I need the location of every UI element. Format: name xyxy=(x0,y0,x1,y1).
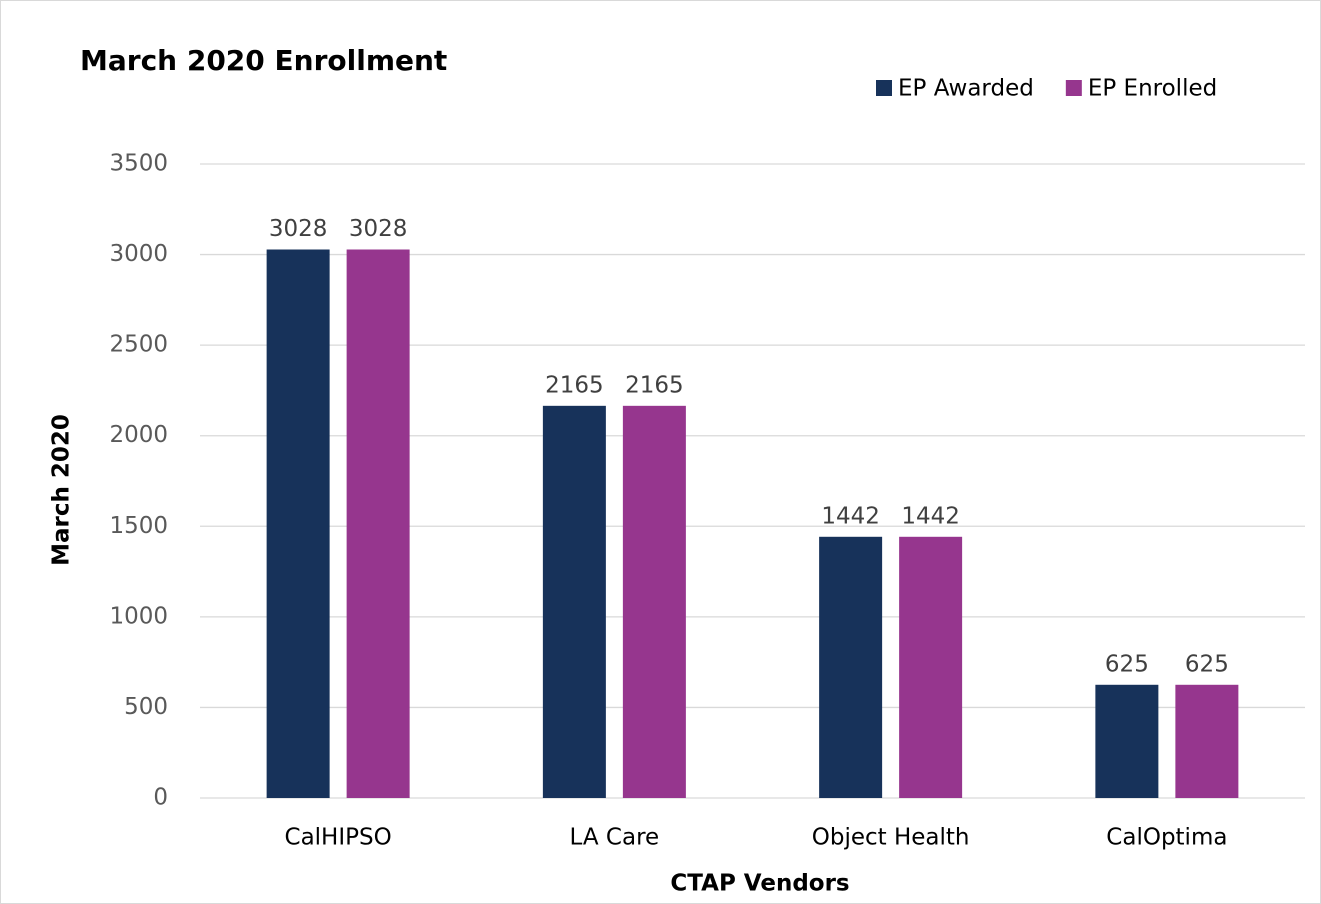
x-axis-label: CTAP Vendors xyxy=(670,871,849,897)
y-tick-label: 1000 xyxy=(109,603,168,629)
bar xyxy=(346,249,410,798)
chart-title: March 2020 Enrollment xyxy=(80,44,447,77)
x-tick-label: LA Care xyxy=(570,825,660,851)
x-tick-label: CalOptima xyxy=(1106,825,1227,851)
data-label: 2165 xyxy=(625,372,684,398)
data-label: 2165 xyxy=(545,372,604,398)
y-tick-label: 0 xyxy=(153,785,168,811)
data-label: 625 xyxy=(1105,651,1149,677)
y-tick-label: 3000 xyxy=(109,241,168,267)
legend-label: EP Enrolled xyxy=(1088,76,1217,102)
legend-label: EP Awarded xyxy=(898,76,1034,102)
data-label: 3028 xyxy=(349,216,408,242)
y-axis-label: March 2020 xyxy=(49,414,75,566)
bar xyxy=(622,405,686,798)
bar xyxy=(542,405,606,798)
y-tick-label: 2500 xyxy=(109,332,168,358)
bar xyxy=(1175,684,1239,798)
data-label: 3028 xyxy=(269,216,328,242)
bar xyxy=(266,249,330,798)
bar xyxy=(1095,684,1159,798)
data-label: 1442 xyxy=(901,503,960,529)
y-tick-label: 1500 xyxy=(109,513,168,539)
y-tick-label: 500 xyxy=(124,694,168,720)
x-tick-label: CalHIPSO xyxy=(285,825,392,851)
data-label: 1442 xyxy=(821,503,880,529)
bar xyxy=(899,536,963,798)
legend-swatch xyxy=(1065,80,1082,96)
data-label: 625 xyxy=(1185,651,1229,677)
x-tick-label: Object Health xyxy=(812,825,970,851)
legend-swatch xyxy=(876,80,892,96)
y-tick-label: 2000 xyxy=(109,422,168,448)
bar xyxy=(819,536,883,798)
y-tick-label: 3500 xyxy=(109,151,168,177)
